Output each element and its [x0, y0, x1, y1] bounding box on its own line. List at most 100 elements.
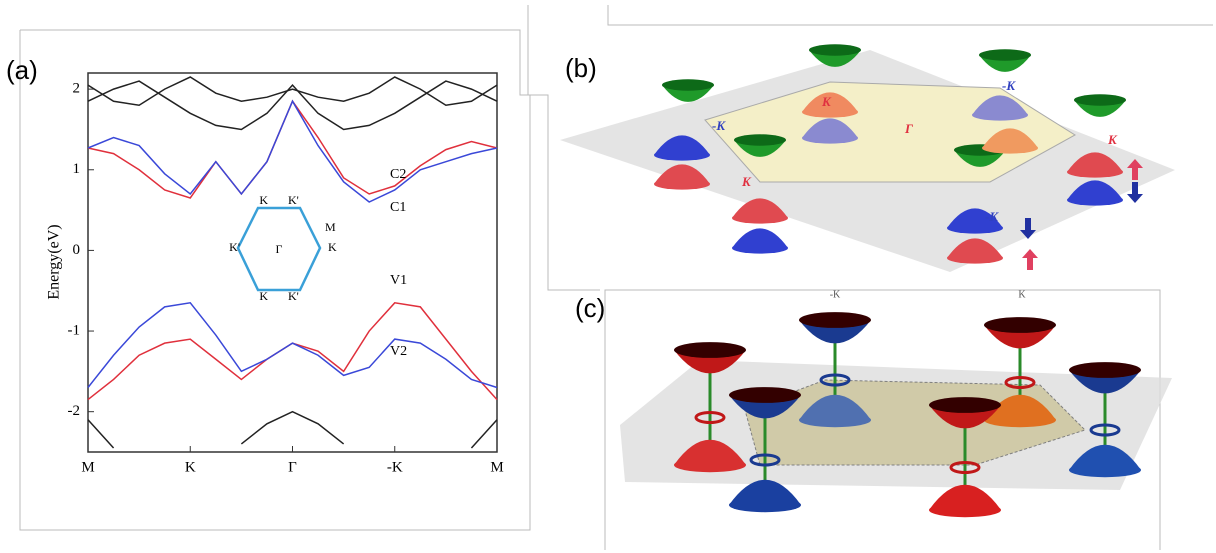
band-label: C2 — [390, 167, 406, 182]
y-tick-label: -2 — [68, 403, 81, 419]
cone-base — [982, 142, 1038, 154]
current-ring — [694, 411, 726, 424]
x-tick-label: -K — [387, 459, 403, 475]
spin-arrow — [1127, 159, 1143, 180]
cone-base — [1067, 194, 1123, 206]
band-line — [87, 410, 498, 449]
cone-base — [802, 132, 858, 144]
current-ring — [819, 373, 851, 387]
valley-label: K — [821, 94, 832, 109]
cone-bottom — [802, 118, 858, 138]
inset-label: K — [259, 289, 268, 303]
cone-rim — [984, 317, 1056, 333]
cone-bottom — [982, 128, 1038, 148]
inset-label: K' — [229, 240, 240, 254]
cone-rim — [799, 312, 871, 328]
cone-base — [654, 149, 710, 161]
panel-label: (b) — [565, 53, 597, 83]
panel-label: (a) — [6, 55, 38, 85]
cone-base — [729, 497, 801, 513]
cone-bottom — [929, 484, 1001, 510]
x-tick-label: M — [81, 459, 94, 475]
band-line — [87, 99, 498, 203]
cone-bottom — [1067, 152, 1123, 172]
valley-label: -K — [830, 289, 841, 300]
cone-bottom — [984, 394, 1056, 420]
current-ring — [1004, 376, 1036, 389]
cone-base — [929, 502, 1001, 518]
y-tick-label: 2 — [73, 81, 81, 97]
cone-rim — [662, 79, 714, 91]
cone-bottom — [799, 394, 871, 420]
valley-label: Γ — [904, 121, 913, 136]
cone-rim — [809, 44, 861, 56]
cone-base — [947, 252, 1003, 264]
band-line — [87, 99, 498, 199]
band-label: C1 — [390, 200, 406, 215]
cone-base — [1069, 462, 1141, 478]
spin-arrow — [1020, 218, 1036, 239]
frames — [19, 5, 1213, 550]
inset-label: K — [259, 193, 268, 207]
cone-base — [947, 222, 1003, 234]
panel-label: (c) — [575, 293, 605, 323]
band-line — [87, 302, 498, 401]
band-line — [87, 76, 498, 107]
cone-rim — [1069, 362, 1141, 378]
band-label: V2 — [390, 344, 407, 359]
current-ring — [1089, 423, 1121, 437]
inset-label: K' — [288, 193, 299, 207]
cone-bottom — [1069, 444, 1141, 470]
y-tick-label: 1 — [73, 161, 81, 177]
cone-base — [674, 457, 746, 473]
y-tick-label: 0 — [73, 242, 81, 258]
cone-bottom — [1067, 180, 1123, 200]
cone-bottom — [654, 164, 710, 184]
valley-label: K — [1018, 289, 1026, 300]
cone-base — [732, 242, 788, 254]
y-tick-label: -1 — [68, 322, 81, 338]
cone-bottom — [674, 439, 746, 465]
valley-label: -K — [712, 118, 726, 133]
valley-label: K — [1107, 132, 1118, 147]
cone-base — [654, 178, 710, 190]
cone-base — [732, 212, 788, 224]
valley-label: -K — [1002, 78, 1016, 93]
cone-bottom — [729, 479, 801, 505]
valley-label: K — [741, 174, 752, 189]
valley-label: -K — [985, 209, 999, 224]
cone-bottom — [972, 95, 1028, 115]
spin-arrow — [1022, 249, 1038, 270]
band-line — [87, 302, 498, 389]
cone-bottom — [732, 228, 788, 248]
cone-base — [984, 412, 1056, 428]
inset-label: Γ — [276, 242, 283, 256]
cone-base — [972, 109, 1028, 121]
y-axis-label: Energy(eV) — [46, 224, 63, 299]
cone-rim — [734, 134, 786, 146]
panel-c-illustration: -K K — [620, 289, 1172, 518]
cone-rim — [929, 397, 1001, 413]
cone-bottom — [732, 198, 788, 218]
band-label: V1 — [390, 273, 407, 288]
inset-label: K' — [288, 289, 299, 303]
inset-label: M — [325, 220, 336, 234]
cone-bottom — [802, 92, 858, 112]
current-ring — [949, 461, 981, 474]
cone-rim — [674, 342, 746, 358]
spin-arrow — [1127, 182, 1143, 203]
cone-base — [802, 106, 858, 118]
band-line — [87, 80, 498, 131]
cone-bottom — [947, 208, 1003, 228]
cone-rim — [979, 49, 1031, 61]
cone-bottom — [947, 238, 1003, 258]
x-tick-label: Γ — [288, 459, 297, 475]
plot-frame — [87, 72, 498, 453]
current-ring — [749, 453, 781, 467]
cone-base — [1067, 166, 1123, 178]
cone-rim — [1074, 94, 1126, 106]
cone-base — [799, 412, 871, 428]
cone-rim — [729, 387, 801, 403]
x-tick-label: M — [490, 459, 503, 475]
